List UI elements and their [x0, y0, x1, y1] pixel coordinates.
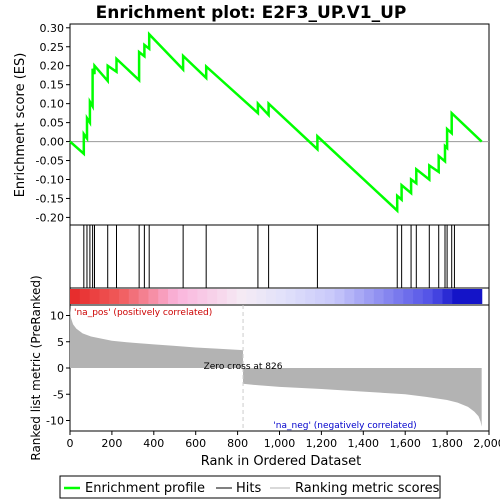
es-y-tick-label: -0.10 [36, 173, 64, 186]
es-y-label: Enrichment score (ES) [13, 53, 28, 198]
rank-color-segment [266, 289, 277, 304]
es-y-tick-label: -0.15 [36, 192, 64, 205]
metric-x-ticks: 0 200 400 600 800 1,000 1,200 1,400 1,600 1,800 2,… [67, 431, 500, 450]
rank-color-segment [393, 289, 404, 304]
rank-color-segment [462, 289, 473, 304]
es-y-tick-label: 0.00 [40, 136, 65, 149]
x-tick-label: 1,000 [264, 437, 296, 450]
es-y-tick-label: 0.05 [40, 117, 65, 130]
rank-color-segment [236, 289, 248, 304]
metric-y-tick-label: 10 [50, 310, 64, 323]
rank-color-segment [207, 289, 218, 304]
x-tick-label: 1,200 [306, 437, 338, 450]
rank-color-segment [295, 289, 306, 304]
rank-color-segment [354, 289, 365, 304]
x-tick-label: 1,400 [348, 437, 380, 450]
metric-y-ticks: 10 5 0 -5 -10 [46, 310, 70, 428]
zero-cross-label: Zero cross at 826 [204, 362, 283, 372]
es-y-tick-label: 0.20 [40, 60, 65, 73]
es-plot-frame [69, 23, 490, 226]
rank-color-segment [452, 289, 463, 304]
x-tick-label: 200 [101, 437, 122, 450]
rank-color-segment [471, 289, 483, 304]
x-tick-label: 2,000 [473, 437, 500, 450]
es-panel: 0.30 0.25 0.20 0.15 0.10 0.05 0.00 -0.05 -0.10 -0… [13, 22, 490, 226]
hits-frame [69, 224, 490, 289]
rank-color-segment [256, 289, 267, 304]
rank-color-segment [315, 289, 326, 304]
rank-color-segment [148, 289, 159, 304]
legend-hits-label: Hits [236, 481, 261, 496]
rank-color-segment [187, 289, 199, 304]
x-tick-label: 1,800 [431, 437, 463, 450]
rank-color-panel [69, 287, 490, 306]
rank-color-segment [422, 289, 434, 304]
chart-title: Enrichment plot: E2F3_UP.V1_UP [96, 3, 407, 23]
metric-panel: Zero cross at 826 'na_pos' (positively c… [29, 275, 500, 469]
metric-y-tick-label: 0 [57, 362, 64, 375]
rank-color-segment [285, 289, 297, 304]
es-line [69, 31, 483, 214]
rank-color-segment [128, 289, 140, 304]
rank-color-segment [334, 289, 346, 304]
metric-y-tick-label: -10 [46, 415, 64, 428]
rank-color-segment [432, 289, 444, 304]
rank-color-segment [305, 289, 316, 304]
metric-y-tick-label: 5 [57, 336, 64, 349]
legend-metric-label: Ranking metric scores [295, 481, 440, 496]
rank-color-segment [99, 289, 110, 304]
rank-color-segment [158, 289, 169, 304]
x-tick-label: 0 [67, 437, 74, 450]
es-y-tick-label: -0.20 [36, 211, 64, 224]
rank-color-segment [168, 289, 179, 304]
neg-correlated-label: 'na_neg' (negatively correlated) [273, 421, 416, 431]
es-y-tick-label: 0.10 [40, 98, 65, 111]
rank-color-segment [383, 289, 395, 304]
rank-color-segment [217, 289, 228, 304]
legend: Enrichment profile Hits Ranking metric s… [59, 475, 441, 499]
rank-color-segment [324, 289, 336, 304]
legend-frame [59, 475, 441, 499]
rank-color-segment [403, 289, 414, 304]
x-tick-label: 1,600 [389, 437, 421, 450]
pos-correlated-label: 'na_pos' (positively correlated) [74, 308, 212, 318]
rank-color-segment [177, 289, 189, 304]
rank-color-segment [89, 289, 101, 304]
es-y-tick-label: -0.05 [36, 155, 64, 168]
rank-color-segment [344, 289, 355, 304]
es-y-tick-label: 0.15 [40, 79, 65, 92]
rank-color-segment [109, 289, 120, 304]
rank-color-segment [119, 289, 130, 304]
rank-color-segment [197, 289, 208, 304]
rank-color-segment [70, 289, 81, 304]
x-tick-label: 400 [143, 437, 164, 450]
rank-color-segment [226, 289, 238, 304]
hits-panel [69, 224, 490, 289]
rank-color-segment [275, 289, 287, 304]
rank-color-segment [373, 289, 385, 304]
rank-color-segment [138, 289, 150, 304]
hit-marks [83, 225, 455, 288]
x-tick-label: 600 [185, 437, 206, 450]
rank-color-segment [79, 289, 91, 304]
legend-es-label: Enrichment profile [85, 481, 205, 496]
rank-color-bar [70, 289, 483, 304]
rank-color-segment [246, 289, 257, 304]
x-tick-label: 800 [227, 437, 248, 450]
es-y-ticks: 0.30 0.25 0.20 0.15 0.10 0.05 0.00 -0.05 -0.10 -0… [36, 22, 70, 224]
x-axis-label: Rank in Ordered Dataset [201, 454, 362, 469]
rank-color-segment [364, 289, 375, 304]
rank-color-segment [442, 289, 453, 304]
metric-y-tick-label: -5 [53, 388, 64, 401]
metric-y-label: Ranked list metric (PreRanked) [29, 275, 43, 460]
metric-area [70, 307, 482, 427]
rank-color-segment [413, 289, 424, 304]
es-y-tick-label: 0.30 [40, 22, 65, 35]
es-y-tick-label: 0.25 [40, 41, 65, 54]
